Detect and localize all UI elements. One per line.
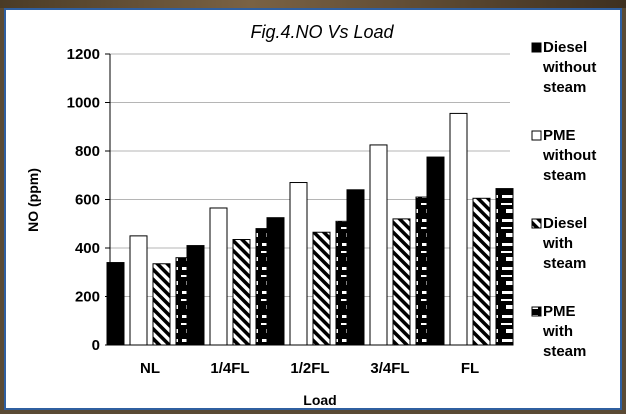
- bar-hatch: [152, 263, 171, 346]
- tick-labels: 0 200 400 600 800 1000 1200 NL 1/4FL 1/2FL 3/4FL FL: [67, 46, 480, 377]
- legend-label: steam: [543, 79, 586, 96]
- legend-swatch-white: [531, 130, 542, 141]
- y-tick-label: 400: [75, 240, 100, 257]
- legend: Diesel without steam PME without steam Diesel w…: [531, 39, 596, 360]
- x-axis-label: Load: [303, 392, 336, 408]
- bar-hatch: [312, 231, 331, 346]
- legend-label: with: [542, 235, 573, 252]
- x-tick-label: FL: [461, 360, 479, 377]
- legend-label: without: [542, 59, 596, 76]
- bar-hatch: [232, 239, 251, 346]
- top-border-strip: [0, 0, 626, 8]
- x-tick-label: NL: [140, 360, 160, 377]
- bar-solid: [266, 217, 285, 346]
- x-tick-label: 3/4FL: [370, 360, 409, 377]
- bar-solid: [186, 245, 205, 346]
- legend-swatch-solid: [531, 42, 542, 53]
- bar-solid: [426, 156, 445, 346]
- legend-label: with: [542, 323, 573, 340]
- y-tick-label: 0: [92, 337, 100, 354]
- y-axis-label: NO (ppm): [25, 168, 41, 232]
- legend-label: steam: [543, 343, 586, 360]
- bar-stripes: [495, 188, 514, 346]
- x-tick-label: 1/4FL: [210, 360, 249, 377]
- bar-white: [209, 207, 228, 346]
- bar-white: [369, 144, 388, 346]
- bar-white: [289, 182, 308, 346]
- y-tick-label: 1200: [67, 46, 100, 63]
- chart-title: Fig.4.NO Vs Load: [250, 22, 394, 42]
- y-tick-label: 1000: [67, 95, 100, 112]
- y-tick-label: 200: [75, 289, 100, 306]
- bar-hatch: [472, 197, 491, 346]
- bar-white: [129, 235, 148, 346]
- legend-label: Diesel: [543, 215, 587, 232]
- axes: [105, 53, 510, 346]
- legend-label: PME: [543, 303, 576, 320]
- legend-swatch-stripes: [531, 306, 542, 317]
- bars: [106, 112, 514, 346]
- legend-label: PME: [543, 127, 576, 144]
- legend-label: steam: [543, 167, 586, 184]
- bar-hatch: [392, 218, 411, 346]
- legend-swatch-hatch: [531, 218, 542, 229]
- y-tick-label: 600: [75, 192, 100, 209]
- legend-label: without: [542, 147, 596, 164]
- legend-label: Diesel: [543, 39, 587, 56]
- y-tick-label: 800: [75, 143, 100, 160]
- legend-label: steam: [543, 255, 586, 272]
- x-tick-label: 1/2FL: [290, 360, 329, 377]
- bar-white: [449, 112, 468, 346]
- bar-solid: [346, 189, 365, 346]
